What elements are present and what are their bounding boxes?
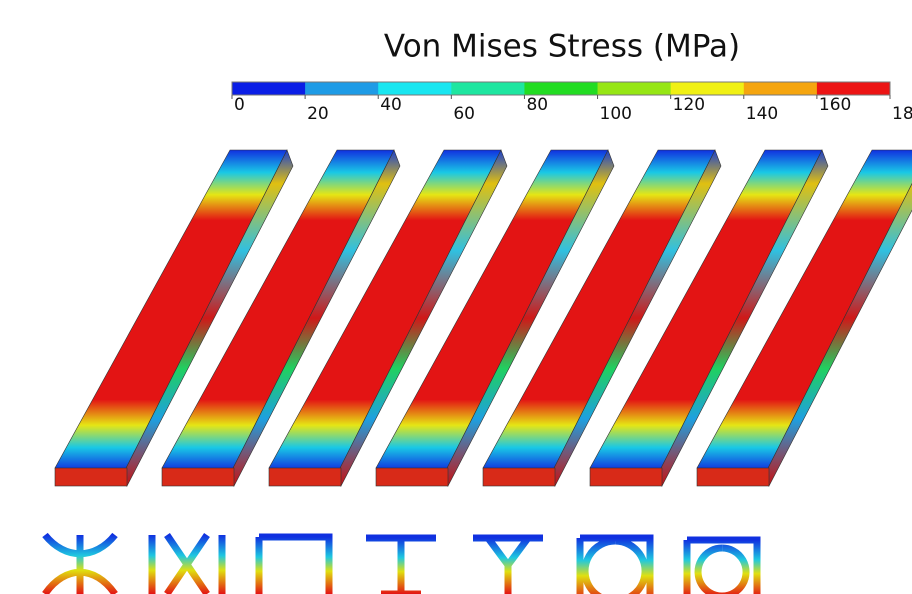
colorbar-tick-label: 40 [380,95,402,115]
cross-section [576,534,654,594]
colorbar-tick-label: 0 [234,95,245,115]
beam-end [161,467,235,487]
beam-end [54,467,128,487]
colorbar-tick-label: 80 [526,95,548,115]
cross-sections [42,532,761,594]
cross-section [366,534,436,594]
colorbar-segment [816,82,891,95]
colorbar-segment [670,82,745,95]
colorbar-segment [597,82,672,95]
cross-section [148,533,226,594]
beam-end [482,467,556,487]
colorbar-segment [305,82,379,95]
colorbar-tick-label: 160 [819,95,851,115]
colorbar-tick-label: 120 [673,95,705,115]
beam-end [589,467,663,487]
cross-section [473,534,543,594]
cross-section [255,533,333,594]
colorbar-segment [451,82,525,95]
colorbar-tick-label: 140 [746,104,778,124]
colorbar-title: Von Mises Stress (MPa) [384,29,740,65]
colorbar-tick-label: 60 [453,104,475,124]
cross-section [683,536,761,594]
colorbar-tick-label: 100 [600,104,632,124]
colorbar-segment [378,82,452,95]
colorbar-tick-label: 20 [307,104,329,124]
beam-end [375,467,449,487]
colorbar-segment [232,82,306,95]
colorbar-segment [743,82,818,95]
colorbar-frame [231,81,891,96]
colorbar-segment [524,82,599,95]
cross-section [42,532,118,594]
colorbar-tick-label: 180 [892,104,912,124]
beam-end [696,467,770,487]
beams [54,149,912,487]
beam-end [268,467,342,487]
